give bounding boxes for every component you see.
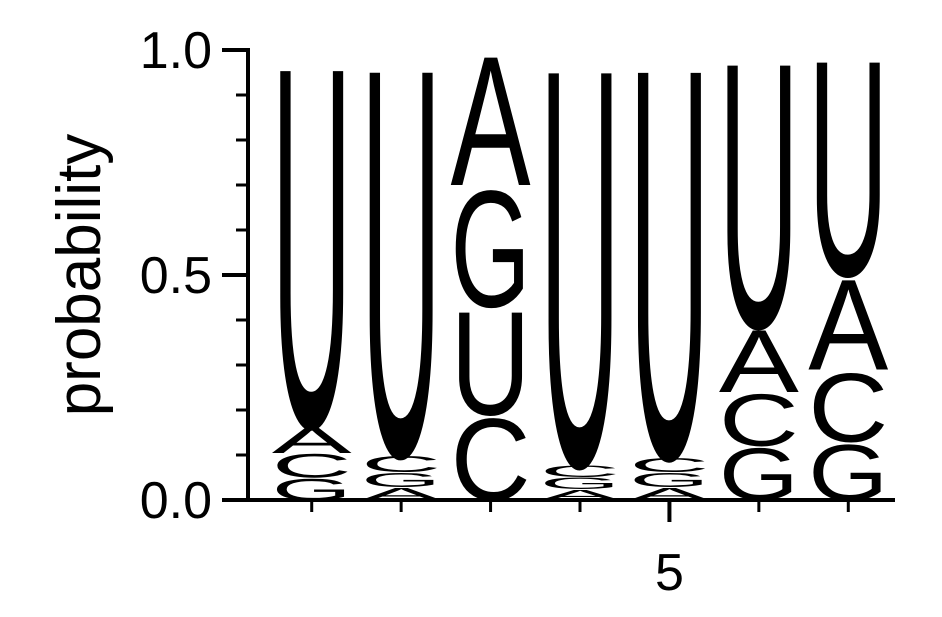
logo-letter: A <box>272 419 353 460</box>
logo-letter: C <box>272 447 352 485</box>
logo-letter: C <box>719 379 799 462</box>
logo-letter: U <box>272 0 352 535</box>
logo-letter: G <box>808 428 888 517</box>
logo-letter: C <box>540 462 620 481</box>
y-tick-label: 0.5 <box>140 247 212 305</box>
logo-letter: G <box>540 474 620 493</box>
logo-letter: C <box>451 395 531 526</box>
logo-letter: C <box>808 353 888 463</box>
logo-letter: U <box>808 0 888 341</box>
logo-letter: G <box>719 433 799 516</box>
logo-letter: U <box>540 0 620 586</box>
logo-letter: A <box>719 312 800 412</box>
y-axis-label: probability <box>45 134 114 417</box>
logo-letter: U <box>719 0 799 407</box>
logo-letter: U <box>451 281 531 446</box>
logo-letter: A <box>361 484 441 504</box>
logo-letter: G <box>272 472 352 507</box>
logo-letter: A <box>451 17 531 225</box>
y-tick-label: 1.0 <box>140 22 212 80</box>
y-tick-label: 0.0 <box>140 472 212 530</box>
logo-letter: A <box>808 252 888 398</box>
x-tick-label: 5 <box>655 544 684 602</box>
logo-letter: U <box>629 0 709 577</box>
logo-letter: A <box>540 487 621 504</box>
logo-letter: C <box>361 451 441 477</box>
logo-letter: G <box>451 157 531 343</box>
logo-letter: A <box>629 484 709 504</box>
logo-letter: U <box>361 0 441 573</box>
logo-letter: G <box>629 469 709 492</box>
logo-letter: C <box>629 454 709 477</box>
logo-letter: G <box>361 469 441 492</box>
